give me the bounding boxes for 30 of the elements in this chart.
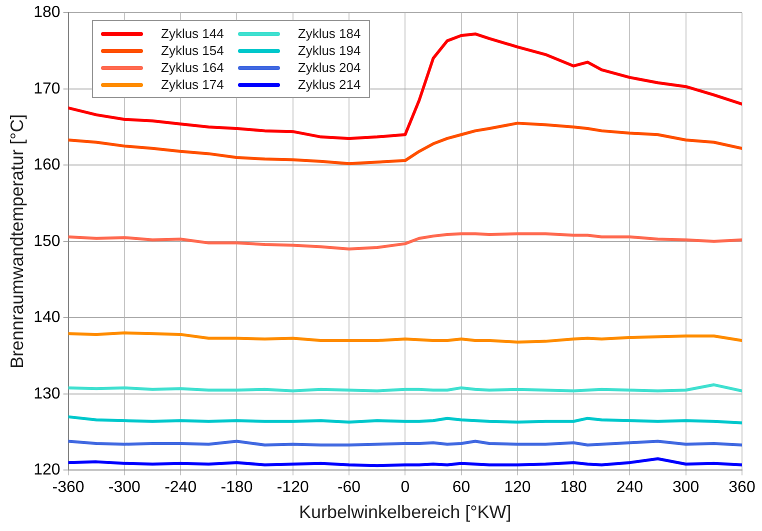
x-tick-label: 60 [452,479,470,496]
x-tick-label: 180 [560,479,588,496]
y-axis-title: Brennraumwandtemperatur [°C] [6,114,27,369]
y-tick-label: 180 [34,4,60,22]
y-tick-label: 160 [34,156,60,174]
x-tick-label: -120 [276,479,309,496]
x-tick-label: -180 [220,479,253,496]
legend-label: Zyklus 174 [161,76,224,93]
x-tick-label: -360 [52,479,84,496]
y-tick-label: 150 [34,232,60,250]
x-tick-label: 120 [504,479,531,496]
legend-label: Zyklus 144 [161,25,224,42]
legend-label: Zyklus 194 [298,42,361,59]
legend-label: Zyklus 184 [298,25,361,42]
y-tick-label: 140 [34,309,60,326]
legend-label: Zyklus 214 [298,76,361,93]
y-tick-label: 130 [34,385,60,402]
y-tick-label: 170 [34,80,60,98]
x-tick-label: 0 [400,479,410,496]
x-tick-label: -60 [337,479,361,496]
x-axis-title: Kurbelwinkelbereich [°KW] [299,502,512,522]
x-tick-label: 240 [616,479,644,496]
y-tick-label: 120 [34,462,60,479]
x-tick-label: -300 [108,479,141,496]
x-tick-label: -240 [164,479,197,496]
x-tick-label: 360 [728,479,756,496]
legend-label: Zyklus 154 [161,42,224,59]
legend-label: Zyklus 204 [298,59,361,76]
x-tick-label: 300 [672,479,700,496]
legend-label: Zyklus 164 [161,59,224,76]
